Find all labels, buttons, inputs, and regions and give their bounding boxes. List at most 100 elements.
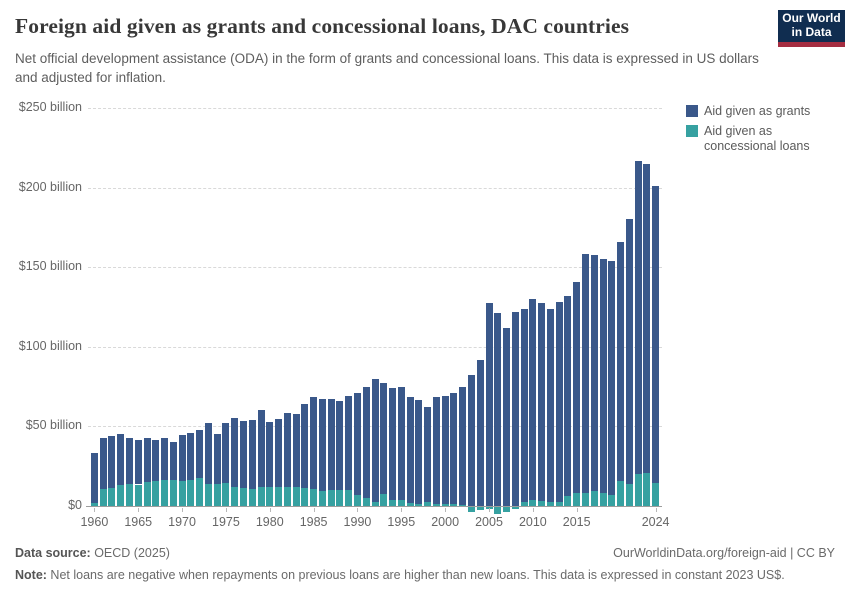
bar-loans-1967[interactable] [152,481,160,506]
bar-loans-2019[interactable] [608,494,616,506]
bar-grants-1999[interactable] [432,396,440,505]
bar-loans-2023[interactable] [643,472,651,506]
bar-grants-2021[interactable] [625,218,633,484]
bar-grants-1963[interactable] [117,433,125,485]
bar-grants-1978[interactable] [248,420,256,490]
bar-loans-2022[interactable] [634,474,642,506]
bar-loans-1972[interactable] [196,478,204,506]
bar-grants-2002[interactable] [459,386,467,506]
bar-grants-1962[interactable] [108,435,116,489]
bar-loans-1996[interactable] [406,502,414,506]
bar-loans-1983[interactable] [292,486,300,506]
bar-loans-2004[interactable] [476,507,484,511]
bar-grants-1986[interactable] [318,398,326,491]
bar-loans-1971[interactable] [187,479,195,506]
legend-item-grants[interactable]: Aid given as grants [686,104,844,120]
bar-loans-1979[interactable] [257,486,265,506]
bar-loans-1985[interactable] [310,489,318,506]
bar-grants-1968[interactable] [161,438,169,480]
bar-grants-2014[interactable] [564,295,572,497]
bar-grants-2019[interactable] [608,260,616,495]
bar-loans-2015[interactable] [573,493,581,506]
bar-grants-1990[interactable] [353,392,361,495]
bar-grants-1969[interactable] [169,442,177,480]
bar-loans-1969[interactable] [169,479,177,506]
bar-grants-1988[interactable] [336,400,344,491]
bar-loans-2012[interactable] [546,502,554,506]
bar-loans-2002[interactable] [459,505,467,506]
bar-loans-1963[interactable] [117,484,125,506]
bar-loans-2011[interactable] [538,501,546,506]
bar-grants-2007[interactable] [503,328,511,506]
bar-loans-1975[interactable] [222,482,230,506]
bar-loans-1989[interactable] [345,490,353,506]
bar-grants-2020[interactable] [617,241,625,481]
bar-loans-2016[interactable] [581,493,589,506]
bar-loans-1961[interactable] [99,489,107,506]
bar-loans-1962[interactable] [108,488,116,506]
bar-grants-1981[interactable] [275,419,283,487]
bar-loans-1982[interactable] [283,486,291,506]
bar-grants-1977[interactable] [239,420,247,489]
bar-grants-1970[interactable] [178,435,186,481]
bar-grants-1965[interactable] [134,439,142,485]
bar-loans-1995[interactable] [397,499,405,506]
bar-loans-1992[interactable] [371,502,379,506]
bar-loans-2014[interactable] [564,496,572,506]
bar-grants-2024[interactable] [652,186,660,483]
bar-loans-2007[interactable] [503,507,511,512]
bar-loans-1981[interactable] [275,486,283,506]
bar-loans-1970[interactable] [178,480,186,506]
bar-grants-1961[interactable] [99,437,107,490]
bar-grants-2003[interactable] [467,374,475,506]
bar-loans-1966[interactable] [143,482,151,506]
bar-grants-1966[interactable] [143,437,151,483]
bar-grants-1993[interactable] [380,383,388,495]
bar-loans-1984[interactable] [301,488,309,506]
bar-loans-1990[interactable] [353,494,361,506]
bar-grants-1991[interactable] [362,387,370,499]
bar-grants-1983[interactable] [292,413,300,487]
bar-grants-1960[interactable] [90,453,98,503]
bar-loans-2010[interactable] [529,499,537,506]
bar-grants-1971[interactable] [187,432,195,480]
bar-loans-1964[interactable] [125,483,133,506]
bar-grants-1975[interactable] [222,423,230,483]
bar-grants-1967[interactable] [152,439,160,482]
bar-grants-1973[interactable] [204,423,212,484]
bar-loans-1997[interactable] [415,504,423,506]
bar-grants-1980[interactable] [266,421,274,487]
bar-loans-1998[interactable] [424,502,432,506]
bar-loans-2008[interactable] [511,507,519,510]
bar-grants-1974[interactable] [213,434,221,484]
bar-loans-1994[interactable] [389,499,397,506]
bar-loans-2009[interactable] [520,502,528,506]
bar-grants-1984[interactable] [301,404,309,489]
bar-loans-2003[interactable] [467,507,475,512]
bar-loans-2018[interactable] [599,493,607,506]
bar-grants-2008[interactable] [511,311,519,506]
bar-grants-2006[interactable] [494,313,502,506]
bar-grants-2015[interactable] [573,281,581,494]
bar-loans-1977[interactable] [239,488,247,506]
bar-grants-1972[interactable] [196,430,204,479]
bar-loans-1973[interactable] [204,483,212,506]
bar-grants-2022[interactable] [634,161,642,475]
bar-grants-2009[interactable] [520,309,528,502]
bar-grants-1976[interactable] [231,418,239,487]
bar-loans-2006[interactable] [494,507,502,515]
bar-grants-2004[interactable] [476,359,484,506]
bar-grants-2011[interactable] [538,303,546,502]
bar-grants-1982[interactable] [283,412,291,487]
bar-grants-1995[interactable] [397,386,405,500]
bar-loans-1965[interactable] [134,484,142,506]
bar-loans-1999[interactable] [432,504,440,506]
bar-loans-1978[interactable] [248,489,256,506]
bar-grants-2000[interactable] [441,396,449,504]
bar-loans-2020[interactable] [617,480,625,506]
bar-grants-2023[interactable] [643,163,651,473]
bar-loans-1976[interactable] [231,486,239,506]
bar-grants-2013[interactable] [555,302,563,502]
bar-loans-2001[interactable] [450,504,458,506]
bar-loans-1988[interactable] [336,490,344,506]
